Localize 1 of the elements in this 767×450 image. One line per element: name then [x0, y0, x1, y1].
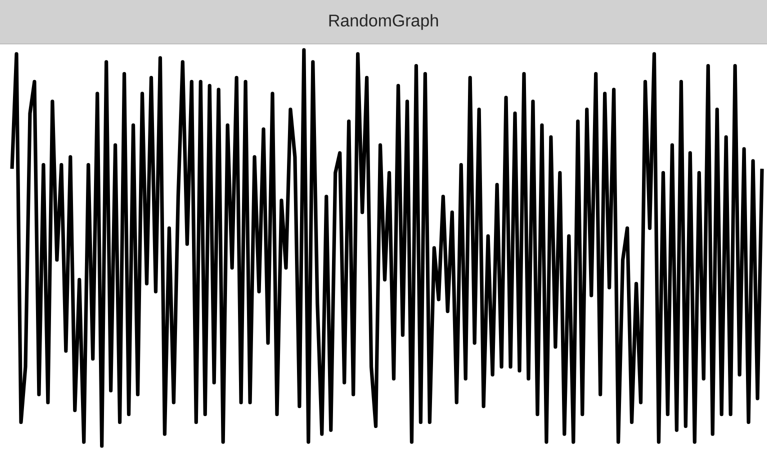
chart-title: RandomGraph [329, 14, 438, 30]
